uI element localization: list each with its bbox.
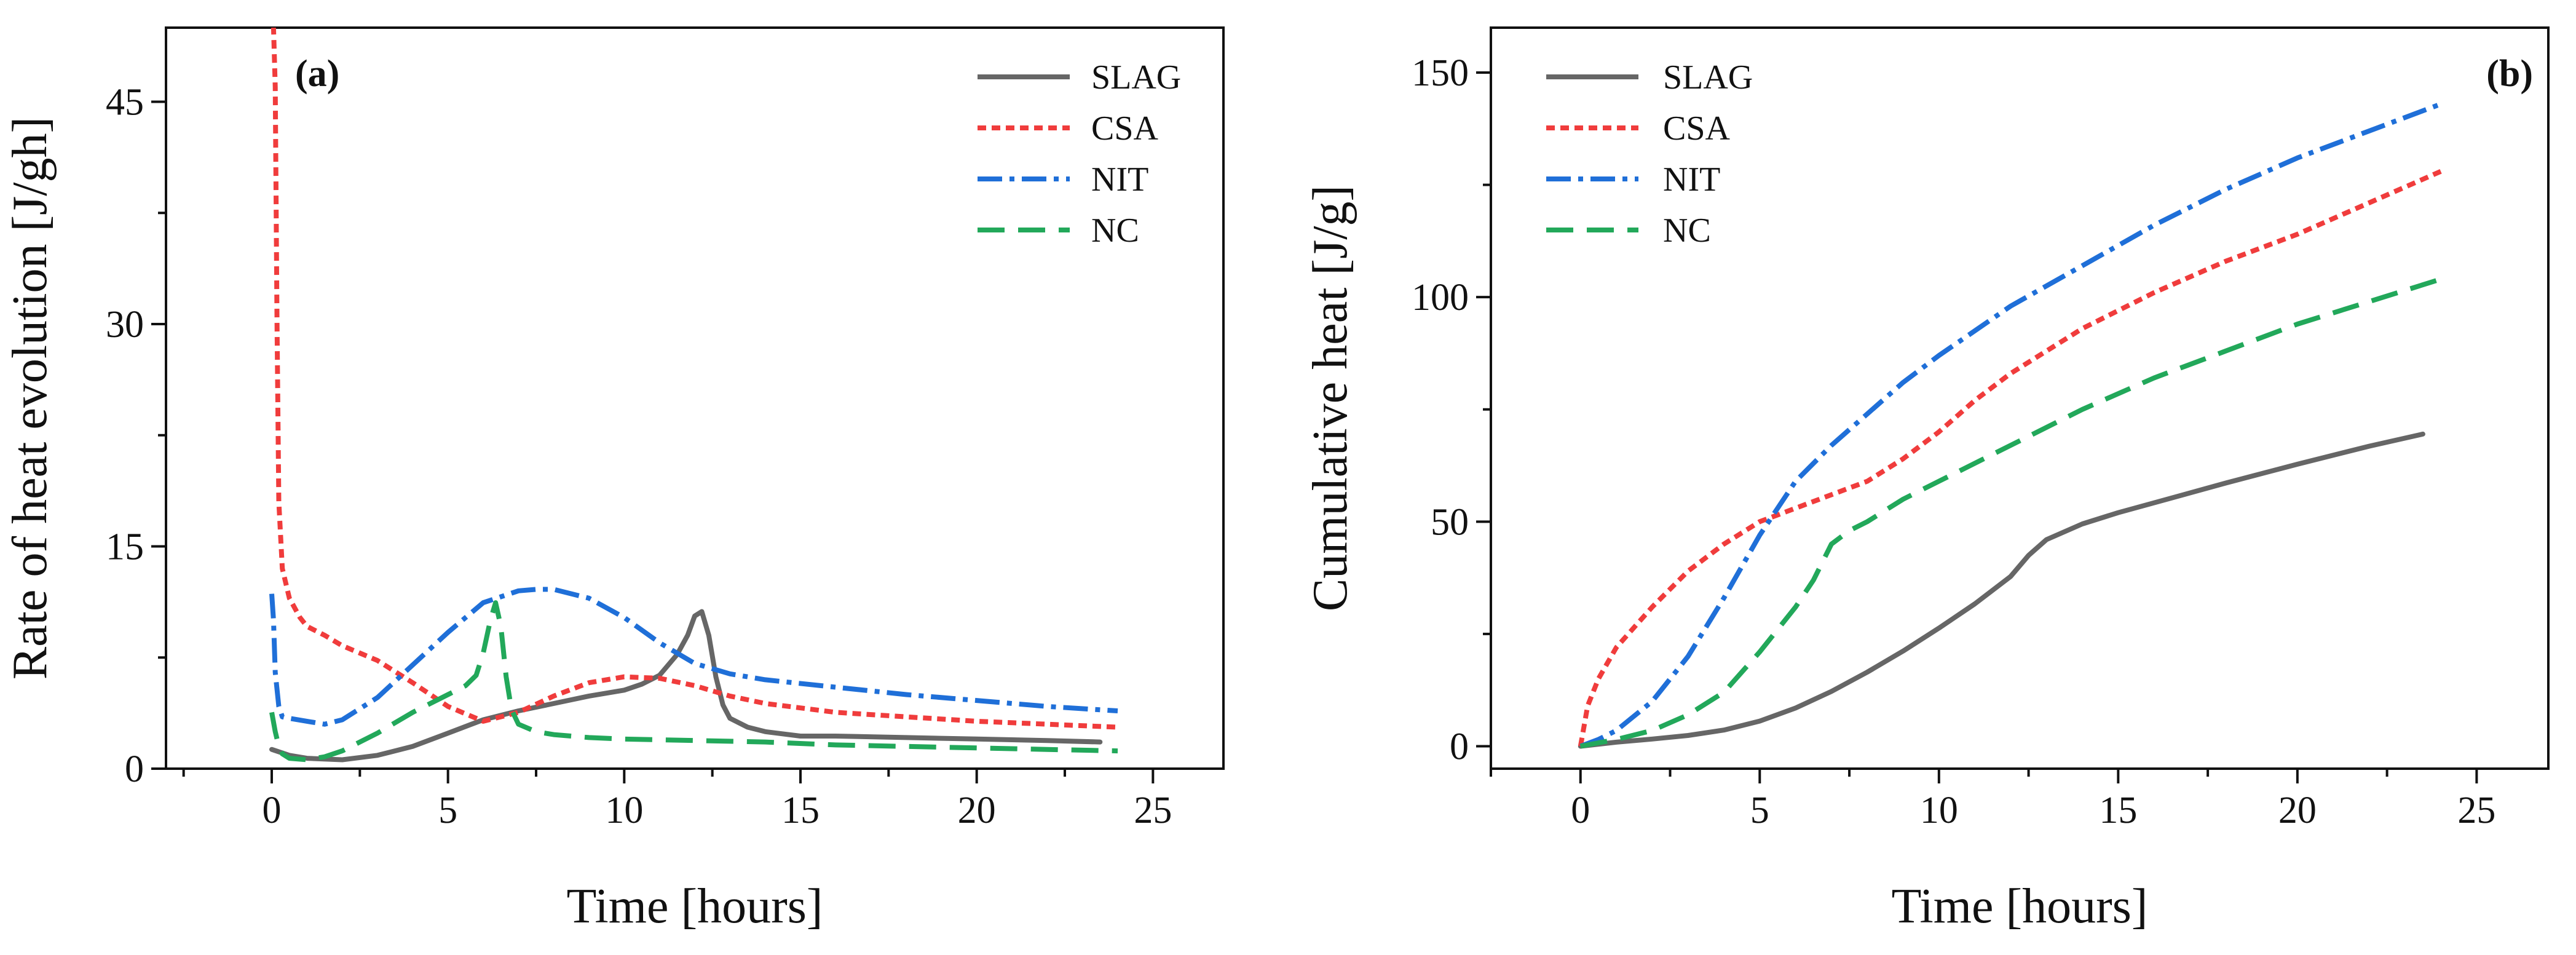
legend-label: NIT [1091,160,1148,199]
panel-label: (b) [2486,53,2533,95]
series-line-nit [1579,101,2442,749]
x-tick-label: 15 [2099,790,2137,831]
y-tick-label: 30 [106,304,144,346]
y-axis-title: Rate of heat evolution [J/gh] [3,117,57,680]
panel-b: 0 5 10 15 20 25 0 50 100 150 Time [hours] Cumulativ… [1303,26,2550,933]
plot-frame [165,26,1225,770]
x-tick-label: 5 [1750,790,1769,831]
x-tick-label: 25 [2457,790,2495,831]
series-group [1578,101,2442,749]
y-axis-title: Cumulative heat [J/g] [1303,185,1357,611]
y-tick-label: 0 [1450,726,1469,767]
plot-frame [1490,26,2550,770]
legend-label: SLAG [1091,58,1181,97]
legend-label: NC [1663,212,1711,250]
y-tick-label: 100 [1412,277,1469,319]
series-line-csa [271,28,1118,730]
y-tick-label: 150 [1412,52,1469,94]
series-line-slag [1578,431,2425,749]
x-tick-label: 10 [1920,790,1958,831]
series-line-csa [1578,169,2442,747]
x-tick-label: 0 [263,790,282,831]
panel-label: (a) [295,53,339,95]
series-line-nc [269,600,1118,763]
legend: SLAG CSA NIT NC [1546,58,1753,250]
legend-label: NIT [1663,160,1720,199]
x-axis-title: Time [hours] [1891,879,2147,933]
series-line-nc [1580,277,2442,749]
legend-label: CSA [1091,109,1158,148]
panel-a: 0 5 10 15 20 25 0 15 30 45 Time [hours] Rate of hea… [3,26,1225,933]
series-line-nit [269,587,1118,727]
x-tick-label: 20 [958,790,996,831]
x-tick-label: 15 [781,790,820,831]
y-tick-label: 0 [125,748,144,790]
x-tick-label: 25 [1134,790,1172,831]
y-tick-label: 45 [106,82,144,124]
x-tick-label: 0 [1571,790,1590,831]
legend-label: CSA [1663,109,1730,148]
x-axis-title: Time [hours] [566,879,823,933]
legend: SLAG CSA NIT NC [978,58,1181,250]
legend-label: SLAG [1663,58,1753,97]
series-line-slag [269,609,1103,763]
legend-label: NC [1091,212,1139,250]
x-tick-label: 5 [438,790,457,831]
x-tick-label: 10 [605,790,643,831]
x-tick-label: 20 [2278,790,2317,831]
y-tick-label: 50 [1431,501,1469,543]
series-group [269,28,1118,763]
y-tick-label: 15 [106,526,144,568]
